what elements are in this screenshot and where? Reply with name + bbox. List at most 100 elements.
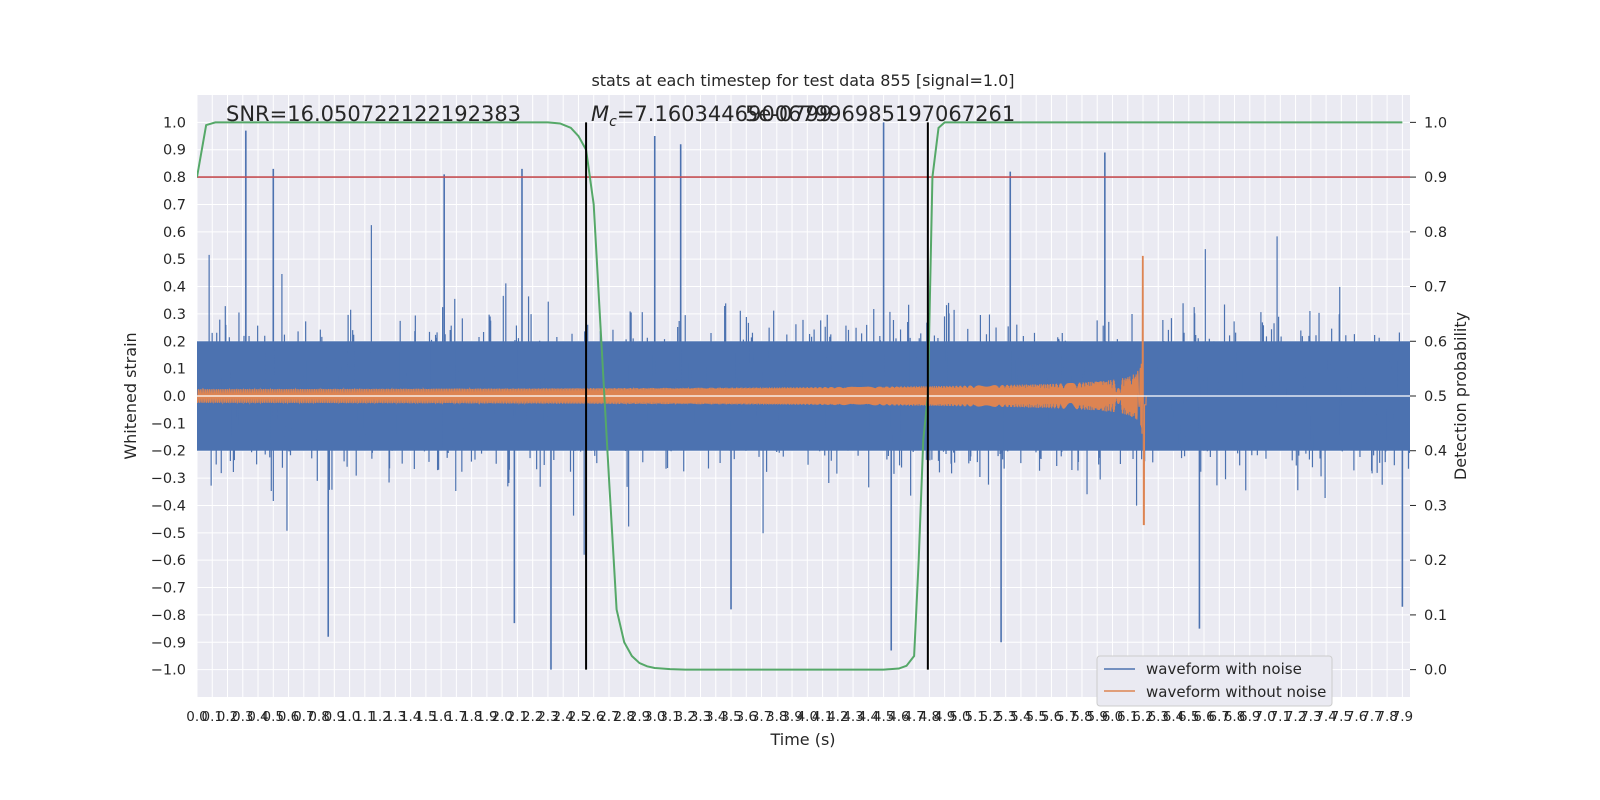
y-tick-label: −0.3 xyxy=(151,471,186,487)
x-tick-label: 5.2 xyxy=(980,709,1001,725)
probability-trace xyxy=(197,121,1403,671)
x-tick-label: 2.9 xyxy=(629,709,650,725)
y2-axis-ticks: 1.0 0.9 0.8 0.7 0.6 0.5 0.4 0.3 0.2 0.1 0.0 xyxy=(1410,115,1447,679)
x-tick-label: 7.3 xyxy=(1300,709,1321,725)
y-tick-label: −1.0 xyxy=(151,663,186,679)
y2-tick-label: 0.6 xyxy=(1424,334,1447,350)
y2-tick-label: 0.2 xyxy=(1424,553,1447,569)
x-tick-label: 7.5 xyxy=(1331,709,1352,725)
x-tick-label: 0.6 xyxy=(278,709,299,725)
mc-symbol: M xyxy=(591,102,609,126)
x-tick-label: 0.3 xyxy=(232,709,253,725)
x-tick-label: 3.4 xyxy=(705,709,726,725)
x-tick-label: 7.7 xyxy=(1361,709,1382,725)
y-tick-label: 0.6 xyxy=(163,225,186,241)
y-tick-label: 0.7 xyxy=(163,197,186,213)
x-tick-label: 3.1 xyxy=(659,709,680,725)
x-tick-label: 3.5 xyxy=(720,709,741,725)
x-tick-label: 4.6 xyxy=(888,709,909,725)
x-tick-label: 5.8 xyxy=(1071,709,1092,725)
x-tick-label: 2.7 xyxy=(598,709,619,725)
y-tick-label: 0.4 xyxy=(163,280,186,296)
x-tick-label: 1.7 xyxy=(446,709,467,725)
x-tick-label: 1.4 xyxy=(400,709,421,725)
x-tick-label: 4.4 xyxy=(858,709,879,725)
mc-subscript: c xyxy=(609,114,617,130)
x-tick-label: 3.0 xyxy=(644,709,665,725)
x-tick-label: 7.1 xyxy=(1270,709,1291,725)
y2-tick-label: 0.8 xyxy=(1424,225,1447,241)
x-tick-label: 6.2 xyxy=(1132,709,1153,725)
x-tick-label: 0.2 xyxy=(217,709,238,725)
x-tick-label: 1.8 xyxy=(461,709,482,725)
x-tick-label: 5.9 xyxy=(1086,709,1107,725)
x-tick-label: 7.4 xyxy=(1315,709,1336,725)
y2-tick-label: 0.3 xyxy=(1424,498,1447,514)
x-tick-label: 6.5 xyxy=(1178,709,1199,725)
y-tick-label: 0.5 xyxy=(163,252,186,268)
x-tick-label: 5.7 xyxy=(1056,709,1077,725)
y-tick-label: 1.0 xyxy=(163,115,186,131)
x-tick-label: 6.9 xyxy=(1239,709,1260,725)
x-tick-label: 1.1 xyxy=(354,709,375,725)
x-tick-label: 2.8 xyxy=(613,709,634,725)
y-axis-label: Whitened strain xyxy=(121,332,140,459)
snr-annotation: SNR=16.050722122192383 xyxy=(226,102,521,126)
x-tick-label: 6.4 xyxy=(1163,709,1184,725)
y-tick-label: 0.8 xyxy=(163,170,186,186)
x-tick-label: 5.0 xyxy=(949,709,970,725)
mc-overlap-annotation: 5e-0799 xyxy=(745,102,832,126)
x-tick-label: 4.9 xyxy=(934,709,955,725)
x-tick-label: 4.1 xyxy=(812,709,833,725)
x-tick-label: 1.3 xyxy=(385,709,406,725)
x-tick-label: 1.5 xyxy=(415,709,436,725)
legend-label-clean: waveform without noise xyxy=(1146,683,1326,701)
x-tick-label: 6.6 xyxy=(1193,709,1214,725)
chart-title: stats at each timestep for test data 855… xyxy=(591,71,1014,90)
detection-boundaries xyxy=(585,122,929,670)
x-tick-label: 6.1 xyxy=(1117,709,1138,725)
x-tick-label: 3.8 xyxy=(766,709,787,725)
y2-tick-label: 0.7 xyxy=(1424,280,1447,296)
x-tick-label: 0.4 xyxy=(247,709,268,725)
x-tick-label: 3.6 xyxy=(736,709,757,725)
x-tick-label: 0.0 xyxy=(186,709,207,725)
mc-value: =7.160344690067996985197067261 xyxy=(617,102,1015,126)
x-tick-label: 6.3 xyxy=(1148,709,1169,725)
y2-tick-label: 0.4 xyxy=(1424,444,1447,460)
x-tick-label: 6.7 xyxy=(1209,709,1230,725)
x-tick-label: 7.6 xyxy=(1346,709,1367,725)
x-tick-label: 3.2 xyxy=(675,709,696,725)
x-tick-label: 2.0 xyxy=(491,709,512,725)
x-tick-label: 0.7 xyxy=(293,709,314,725)
legend: waveform with noise waveform without noi… xyxy=(1096,655,1333,707)
y-tick-label: 0.9 xyxy=(163,143,186,159)
x-axis-ticks: 0.00.10.20.30.40.50.60.70.80.91.01.11.21… xyxy=(186,709,1413,725)
x-tick-label: 5.4 xyxy=(1010,709,1031,725)
x-tick-label: 3.9 xyxy=(781,709,802,725)
x-tick-label: 2.1 xyxy=(507,709,528,725)
y-tick-label: −0.7 xyxy=(151,581,186,597)
x-tick-label: 7.8 xyxy=(1376,709,1397,725)
y-tick-label: 0.1 xyxy=(163,362,186,378)
x-tick-label: 2.2 xyxy=(522,709,543,725)
mc-annotation: Mc=7.160344690067996985197067261 xyxy=(591,102,1015,130)
x-tick-label: 7.9 xyxy=(1392,709,1413,725)
y-tick-label: 0.3 xyxy=(163,307,186,323)
y2-tick-label: 1.0 xyxy=(1424,115,1447,131)
legend-box xyxy=(1096,655,1333,707)
y-tick-label: 0.2 xyxy=(163,334,186,350)
x-tick-label: 4.5 xyxy=(873,709,894,725)
x-tick-label: 4.2 xyxy=(827,709,848,725)
x-tick-label: 0.9 xyxy=(324,709,345,725)
x-tick-label: 7.0 xyxy=(1254,709,1275,725)
x-tick-label: 2.4 xyxy=(552,709,573,725)
x-tick-label: 4.8 xyxy=(919,709,940,725)
legend-label-noise: waveform with noise xyxy=(1146,660,1302,678)
y-tick-label: 0.0 xyxy=(163,389,186,405)
x-tick-label: 0.5 xyxy=(263,709,284,725)
x-tick-label: 3.3 xyxy=(690,709,711,725)
y-tick-label: −0.5 xyxy=(151,526,186,542)
x-tick-label: 3.7 xyxy=(751,709,772,725)
